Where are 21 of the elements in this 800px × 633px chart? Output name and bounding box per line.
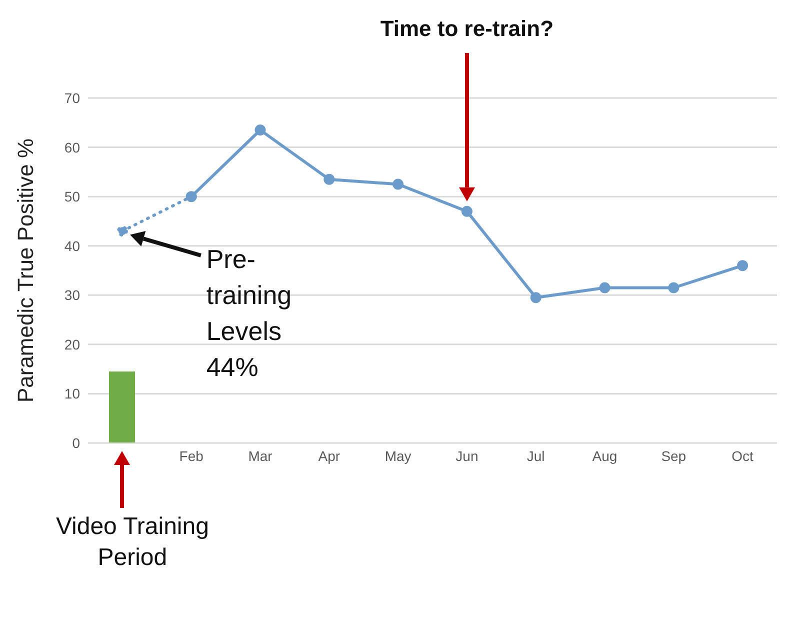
- y-tick-label: 0: [72, 434, 80, 451]
- x-tick-label: Aug: [592, 448, 618, 464]
- x-tick-label: Feb: [179, 448, 204, 464]
- y-axis-title: Paramedic True Positive %: [12, 138, 38, 403]
- x-tick-label: Mar: [248, 448, 273, 464]
- y-tick-label: 50: [64, 188, 80, 205]
- y-tick-label: 10: [64, 386, 80, 402]
- y-tick-label: 20: [64, 336, 80, 352]
- y-tick-label: 30: [64, 287, 80, 304]
- text: Time to re-train?: [379, 16, 555, 42]
- x-tick-label: Jul: [526, 448, 545, 464]
- x-tick-label: Oct: [732, 448, 754, 464]
- x-tick-label: May: [384, 448, 412, 464]
- y-tick-label: 60: [64, 139, 80, 156]
- y-tick-label: 40: [64, 238, 80, 254]
- annotation: Pre-training Levels 44%: [206, 242, 293, 384]
- x-tick-label: Sep: [661, 448, 686, 464]
- x-tick-label: Jun: [456, 448, 478, 464]
- x-tick-label: Apr: [318, 448, 340, 464]
- y-tick-label: 70: [64, 90, 80, 106]
- text: Video Training Period: [54, 512, 210, 573]
